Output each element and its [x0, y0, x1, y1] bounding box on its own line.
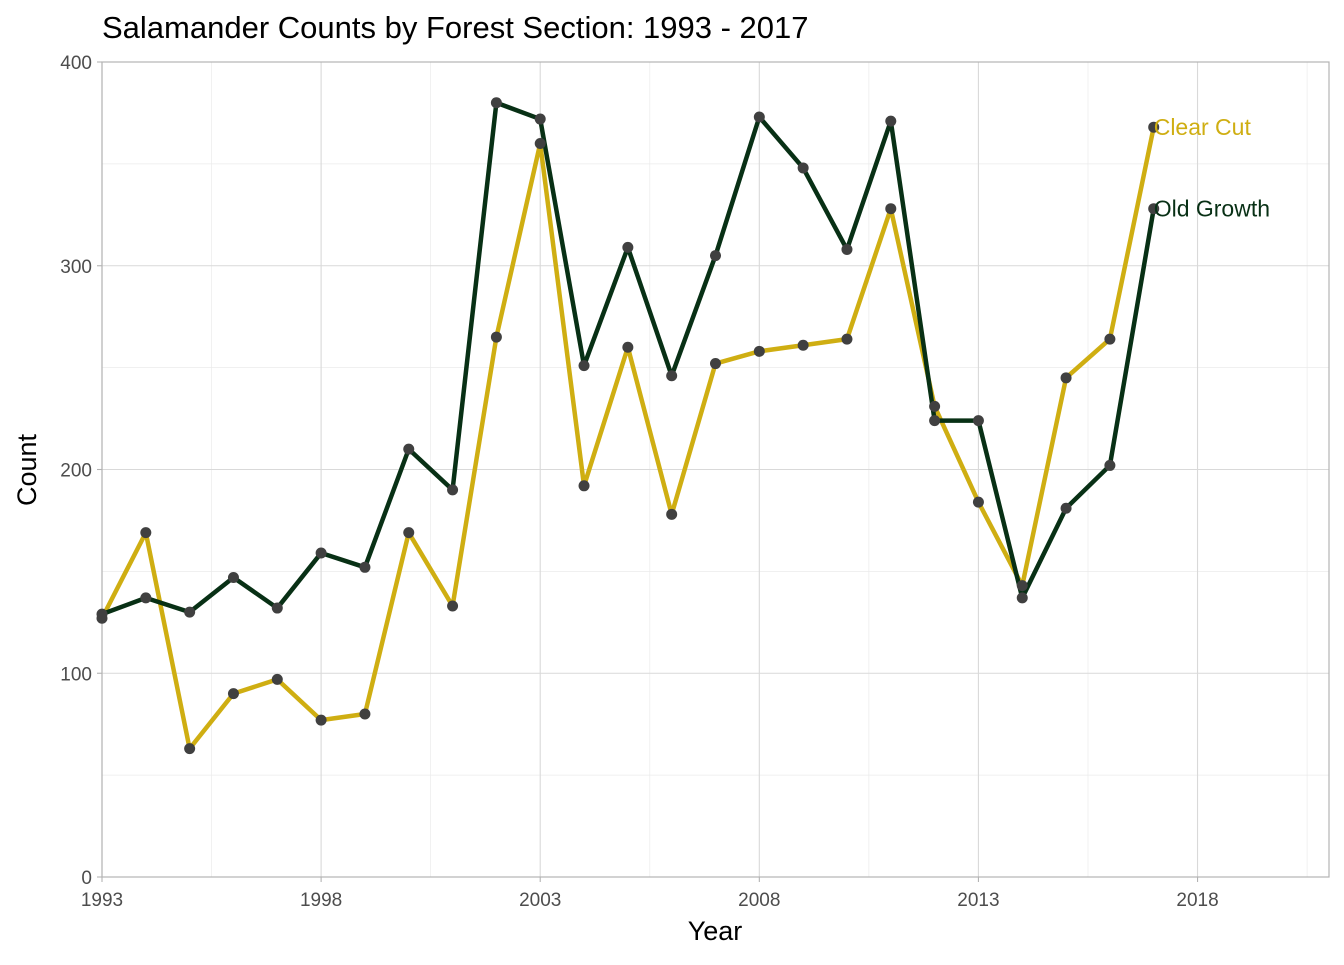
data-point-old-growth: [1016, 592, 1028, 604]
data-point-clear-cut: [885, 203, 897, 215]
data-point-old-growth: [447, 484, 459, 496]
data-point-clear-cut: [710, 358, 721, 370]
data-point-clear-cut: [447, 600, 459, 612]
data-point-clear-cut: [184, 743, 196, 755]
data-point-clear-cut: [403, 527, 415, 539]
data-point-clear-cut: [315, 714, 327, 726]
data-point-clear-cut: [622, 341, 634, 353]
x-tick-label: 1993: [81, 890, 123, 911]
data-point-old-growth: [1148, 203, 1160, 215]
y-tick-label: 300: [60, 257, 92, 278]
data-point-clear-cut: [1060, 372, 1072, 384]
data-point-clear-cut: [841, 333, 853, 345]
series-points: [96, 97, 1160, 755]
y-tick-label: 200: [60, 461, 92, 482]
data-point-old-growth: [797, 162, 809, 174]
series-label-clear-cut: Clear Cut: [1154, 114, 1252, 140]
data-point-clear-cut: [578, 480, 590, 492]
data-point-old-growth: [929, 415, 941, 427]
data-point-clear-cut: [534, 138, 546, 149]
data-point-clear-cut: [359, 708, 371, 720]
data-point-clear-cut: [271, 673, 283, 685]
x-tick-label: 2008: [738, 890, 780, 911]
data-point-clear-cut: [1016, 580, 1028, 592]
y-axis-title: Count: [12, 433, 42, 506]
data-point-old-growth: [140, 592, 152, 604]
data-point-old-growth: [490, 97, 502, 109]
data-point-old-growth: [184, 606, 196, 618]
data-point-old-growth: [885, 115, 897, 127]
series-labels: Clear Cut Old Growth: [1154, 114, 1270, 222]
data-point-old-growth: [403, 443, 415, 455]
data-point-old-growth: [710, 250, 721, 262]
x-axis-title: Year: [688, 916, 743, 946]
x-tick-label: 2018: [1176, 890, 1218, 911]
data-point-old-growth: [1104, 459, 1116, 471]
data-point-old-growth: [972, 415, 984, 427]
y-tick-label: 400: [60, 53, 92, 74]
data-point-old-growth: [227, 571, 239, 583]
y-axis-ticks: 0 100 200 300 400: [60, 53, 102, 889]
x-axis-ticks: 1993 1998 2003 2008 2013 2018: [81, 877, 1219, 911]
chart-title: Salamander Counts by Forest Section: 199…: [102, 10, 809, 45]
data-point-clear-cut: [929, 400, 941, 412]
data-point-old-growth: [271, 602, 283, 614]
x-tick-label: 2003: [519, 890, 561, 911]
data-point-old-growth: [96, 608, 108, 620]
data-point-clear-cut: [490, 331, 502, 343]
data-point-clear-cut: [1148, 121, 1160, 133]
data-point-clear-cut: [140, 527, 152, 539]
data-point-old-growth: [359, 561, 371, 573]
data-point-old-growth: [841, 243, 853, 255]
data-point-old-growth: [622, 241, 634, 253]
data-point-clear-cut: [227, 688, 239, 700]
y-tick-label: 0: [81, 868, 92, 889]
data-point-clear-cut: [1104, 333, 1116, 345]
data-point-clear-cut: [666, 508, 678, 520]
data-point-old-growth: [315, 547, 327, 559]
data-point-clear-cut: [797, 339, 809, 351]
x-tick-label: 2013: [957, 890, 999, 911]
data-point-clear-cut: [753, 345, 765, 357]
data-point-old-growth: [1060, 502, 1072, 514]
data-point-clear-cut: [972, 496, 984, 508]
data-point-old-growth: [578, 360, 590, 372]
y-tick-label: 100: [60, 664, 92, 685]
data-point-old-growth: [666, 370, 678, 382]
data-point-old-growth: [753, 111, 765, 123]
data-point-old-growth: [534, 113, 546, 125]
series-label-old-growth: Old Growth: [1154, 196, 1270, 222]
x-tick-label: 1998: [300, 890, 342, 911]
